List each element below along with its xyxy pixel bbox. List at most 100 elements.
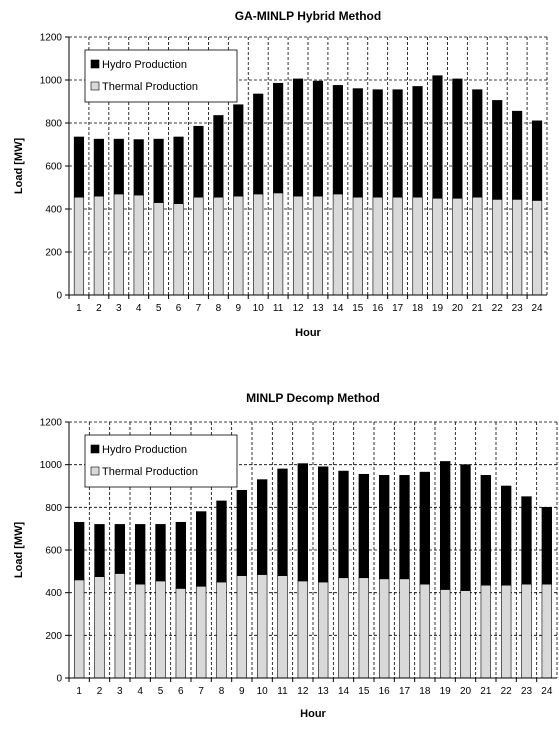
y-tick-label: 1200 — [40, 418, 63, 429]
bar-hydro — [213, 115, 224, 198]
x-tick-label: 3 — [117, 686, 123, 697]
x-tick-label: 21 — [472, 303, 484, 314]
y-tick-label: 800 — [45, 119, 62, 130]
x-tick-label: 6 — [176, 303, 182, 314]
y-tick-label: 200 — [45, 631, 62, 642]
bar-hydro — [332, 85, 343, 195]
x-tick-label: 9 — [239, 686, 245, 697]
bar-hydro — [113, 138, 124, 195]
x-tick-label: 8 — [216, 303, 222, 314]
bar-thermal — [512, 199, 523, 296]
bar-thermal — [439, 589, 451, 679]
bar-hydro — [173, 136, 184, 204]
bar-thermal — [392, 196, 403, 296]
x-tick-label: 17 — [392, 303, 404, 314]
x-tick-label: 23 — [521, 686, 533, 697]
bar-hydro — [216, 500, 227, 583]
x-tick-label: 11 — [273, 303, 284, 314]
legend-label-hydro: Hydro Production — [102, 444, 187, 456]
bar-thermal — [521, 583, 532, 679]
x-tick-label: 5 — [156, 303, 162, 314]
bar-thermal — [480, 584, 492, 679]
legend-box — [84, 434, 238, 488]
bar-hydro — [378, 475, 390, 580]
x-tick-label: 7 — [198, 686, 204, 697]
bar-thermal — [541, 583, 553, 679]
legend-label-thermal: Thermal Production — [102, 466, 198, 478]
x-tick-label: 6 — [178, 686, 184, 697]
legend-swatch-thermal — [90, 466, 100, 476]
bar-hydro — [399, 475, 410, 580]
x-tick-label: 23 — [512, 303, 524, 314]
bar-hydro — [73, 521, 85, 581]
y-tick-label: 0 — [56, 291, 62, 302]
bar-thermal — [216, 581, 227, 679]
x-tick-label: 10 — [253, 303, 265, 314]
bar-thermal — [73, 579, 85, 679]
bar-hydro — [472, 89, 483, 198]
bar-thermal — [500, 584, 512, 679]
bar-thermal — [134, 583, 146, 679]
bar-thermal — [419, 583, 431, 679]
bar-hydro — [73, 136, 85, 198]
y-tick-label: 600 — [45, 546, 62, 557]
x-tick-label: 18 — [419, 686, 431, 697]
bar-thermal — [175, 588, 187, 679]
y-tick-label: 600 — [45, 162, 62, 173]
x-tick-label: 11 — [277, 686, 288, 697]
bar-hydro — [500, 485, 512, 586]
bar-hydro — [419, 471, 431, 585]
chart-title: GA-MINLP Hybrid Method — [235, 9, 381, 23]
y-tick-label: 400 — [45, 588, 62, 599]
x-tick-label: 20 — [452, 303, 464, 314]
bar-thermal — [94, 576, 105, 679]
bar-hydro — [531, 120, 543, 201]
x-tick-label: 4 — [136, 303, 142, 314]
bar-hydro — [93, 138, 104, 197]
bar-hydro — [460, 464, 471, 591]
bar-thermal — [256, 574, 268, 679]
x-tick-label: 8 — [219, 686, 225, 697]
legend-label-hydro: Hydro Production — [102, 59, 187, 71]
bar-thermal — [292, 195, 304, 296]
bar-thermal — [153, 202, 164, 296]
bar-hydro — [358, 473, 370, 579]
x-axis-title: Hour — [300, 708, 326, 720]
x-tick-label: 22 — [492, 303, 504, 314]
y-tick-label: 0 — [56, 674, 62, 685]
bar-thermal — [531, 200, 543, 296]
bar-thermal — [492, 199, 503, 296]
y-axis-title: Load [MW] — [13, 138, 25, 195]
bar-hydro — [492, 100, 503, 200]
x-tick-label: 22 — [501, 686, 513, 697]
bar-thermal — [332, 193, 343, 296]
bar-hydro — [452, 78, 463, 199]
bar-hydro — [175, 521, 187, 589]
x-tick-label: 9 — [236, 303, 242, 314]
y-axis-title: Load [MW] — [13, 522, 25, 579]
bar-thermal — [253, 193, 264, 296]
bar-hydro — [153, 138, 164, 203]
bar-thermal — [233, 195, 244, 296]
y-tick-label: 200 — [45, 248, 62, 259]
x-tick-label: 2 — [97, 686, 103, 697]
x-tick-label: 1 — [76, 303, 82, 314]
x-tick-label: 18 — [412, 303, 424, 314]
bar-thermal — [378, 578, 390, 679]
x-tick-label: 1 — [76, 686, 82, 697]
x-tick-label: 15 — [352, 303, 364, 314]
bar-thermal — [412, 196, 423, 296]
bar-hydro — [412, 86, 423, 198]
bar-hydro — [292, 78, 304, 197]
bar-thermal — [73, 196, 85, 296]
bar-thermal — [277, 575, 288, 679]
legend-swatch-hydro — [90, 59, 100, 69]
bar-hydro — [253, 93, 264, 195]
y-tick-label: 800 — [45, 503, 62, 514]
x-tick-label: 20 — [460, 686, 472, 697]
bar-hydro — [521, 496, 532, 585]
x-tick-label: 10 — [257, 686, 269, 697]
x-tick-label: 3 — [116, 303, 122, 314]
